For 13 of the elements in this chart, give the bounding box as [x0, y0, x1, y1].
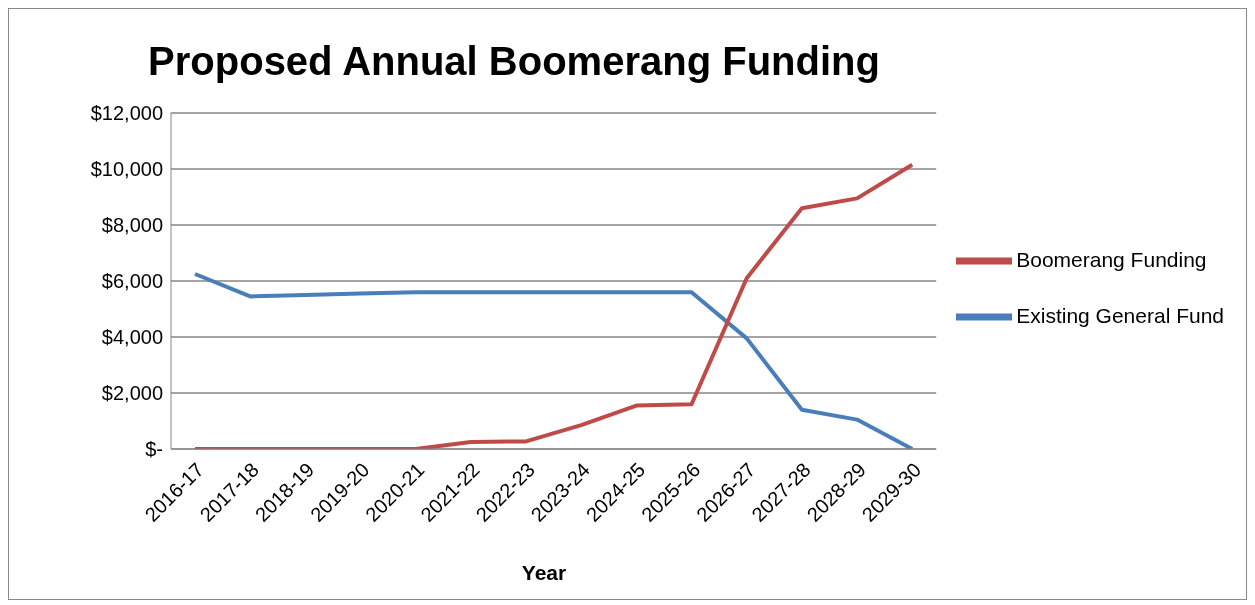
y-tick-label: $10,000 — [90, 158, 163, 181]
y-tick-label: $2,000 — [101, 382, 163, 405]
y-tick-label: $12,000 — [90, 102, 163, 125]
line-series — [193, 272, 915, 449]
y-tick-label: $8,000 — [101, 214, 163, 237]
y-tick-label: $6,000 — [101, 270, 163, 293]
chart-title: Proposed Annual Boomerang Funding — [147, 39, 881, 84]
legend-label: Boomerang Funding — [1016, 247, 1207, 271]
legend-label: Existing General Fund — [1016, 303, 1224, 327]
x-axis-title: Year — [520, 561, 568, 585]
y-tick-label: $4,000 — [101, 326, 163, 349]
line-series — [193, 162, 915, 449]
y-tick-label: $- — [145, 438, 163, 461]
